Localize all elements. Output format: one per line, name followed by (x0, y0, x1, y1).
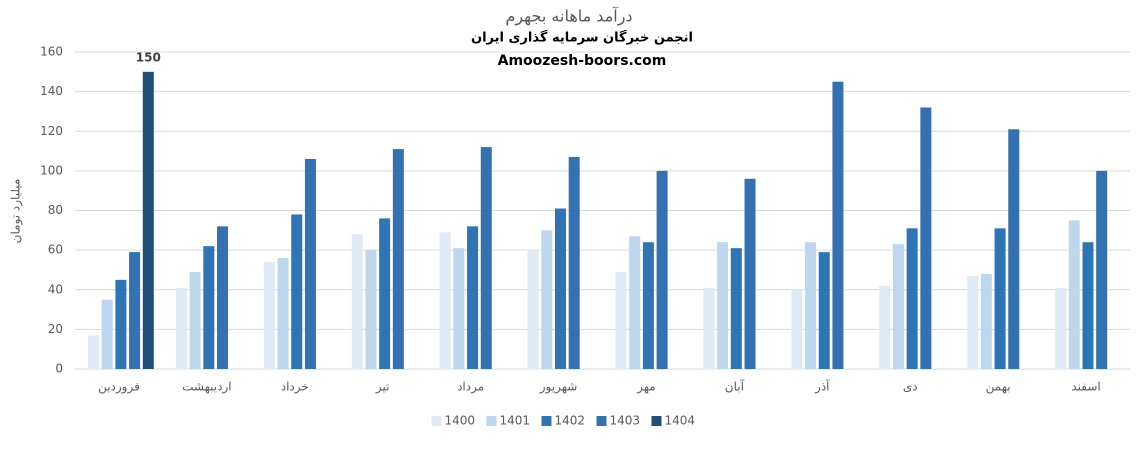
bar (480, 147, 492, 369)
bar (1008, 129, 1020, 369)
x-tick-label: مهر (636, 380, 656, 395)
y-tick-label: 80 (48, 203, 63, 217)
y-tick-label: 100 (40, 163, 63, 177)
y-tick-label: 140 (40, 84, 63, 98)
bar (554, 208, 566, 369)
x-tick-label: خرداد (281, 380, 309, 395)
bar (541, 230, 553, 369)
bar (656, 170, 668, 369)
legend-label: 1400 (445, 414, 476, 428)
x-tick-label: اردیبهشت (182, 380, 231, 395)
chart-title: درآمد ماهانه بجهرم (505, 7, 632, 27)
y-tick-label: 0 (55, 362, 63, 376)
bar (642, 242, 654, 369)
y-tick-label: 40 (48, 282, 63, 296)
bar (1068, 220, 1080, 369)
legend-swatch (596, 416, 607, 426)
bar (175, 287, 187, 369)
legend-swatch (541, 416, 552, 426)
bar (439, 232, 451, 369)
bar (379, 218, 391, 369)
bar (351, 234, 363, 369)
legend-swatch (486, 416, 497, 426)
bar (805, 242, 817, 369)
bar (568, 157, 580, 369)
x-tick-label: آذر (814, 379, 830, 395)
bar (994, 228, 1006, 369)
bar (920, 107, 932, 369)
bar (88, 335, 99, 369)
x-tick-label: دی (903, 380, 918, 394)
website: Amoozesh-boors.com (498, 53, 667, 69)
bar (730, 248, 742, 369)
legend-label: 1402 (555, 414, 586, 428)
bar (832, 81, 844, 369)
x-tick-label: شهریور (539, 380, 578, 395)
y-tick-label: 60 (48, 243, 63, 257)
bar (453, 248, 465, 369)
bar (189, 271, 201, 369)
chart-subtitle: انجمن خبرگان سرمایه گذاری ایران (471, 30, 693, 46)
bar (527, 250, 539, 369)
bar (1096, 170, 1108, 369)
bar (129, 252, 141, 369)
bar (791, 289, 803, 369)
legend-swatch (651, 416, 662, 426)
bar (744, 178, 756, 369)
x-tick-label: فروردین (98, 380, 140, 395)
bar (291, 214, 303, 369)
bar (818, 252, 830, 369)
bar (203, 246, 215, 369)
data-label: 150 (136, 50, 161, 64)
y-tick-label: 160 (40, 45, 63, 59)
bar (879, 285, 891, 369)
legend-swatch (431, 416, 442, 426)
bar (892, 244, 904, 369)
bar (277, 258, 289, 369)
bar (967, 275, 979, 369)
bar (703, 287, 715, 369)
x-tick-label: تیر (375, 380, 390, 395)
legend-label: 1403 (610, 414, 641, 428)
bar (365, 250, 377, 369)
bar (615, 271, 627, 369)
y-tick-label: 20 (48, 322, 63, 336)
bar (717, 242, 729, 369)
x-tick-label: بهمن (986, 380, 1011, 395)
bar (467, 226, 479, 369)
x-tick-label: اسفند (1071, 380, 1100, 394)
bar (115, 279, 127, 369)
bar (101, 299, 113, 369)
bar (1055, 287, 1067, 369)
bar (304, 158, 316, 369)
bar (392, 149, 404, 369)
x-tick-label: آبان (725, 379, 745, 394)
bar (629, 236, 641, 369)
bar (263, 262, 275, 369)
legend-label: 1404 (665, 414, 696, 428)
bar (1082, 242, 1094, 369)
x-tick-label: مرداد (457, 380, 484, 395)
y-axis-label: میلیارد تومان (9, 179, 24, 244)
bar (906, 228, 918, 369)
legend-label: 1401 (500, 414, 531, 428)
bar (142, 71, 154, 369)
y-tick-label: 120 (40, 124, 63, 138)
bar (217, 226, 229, 369)
bar (980, 273, 992, 369)
